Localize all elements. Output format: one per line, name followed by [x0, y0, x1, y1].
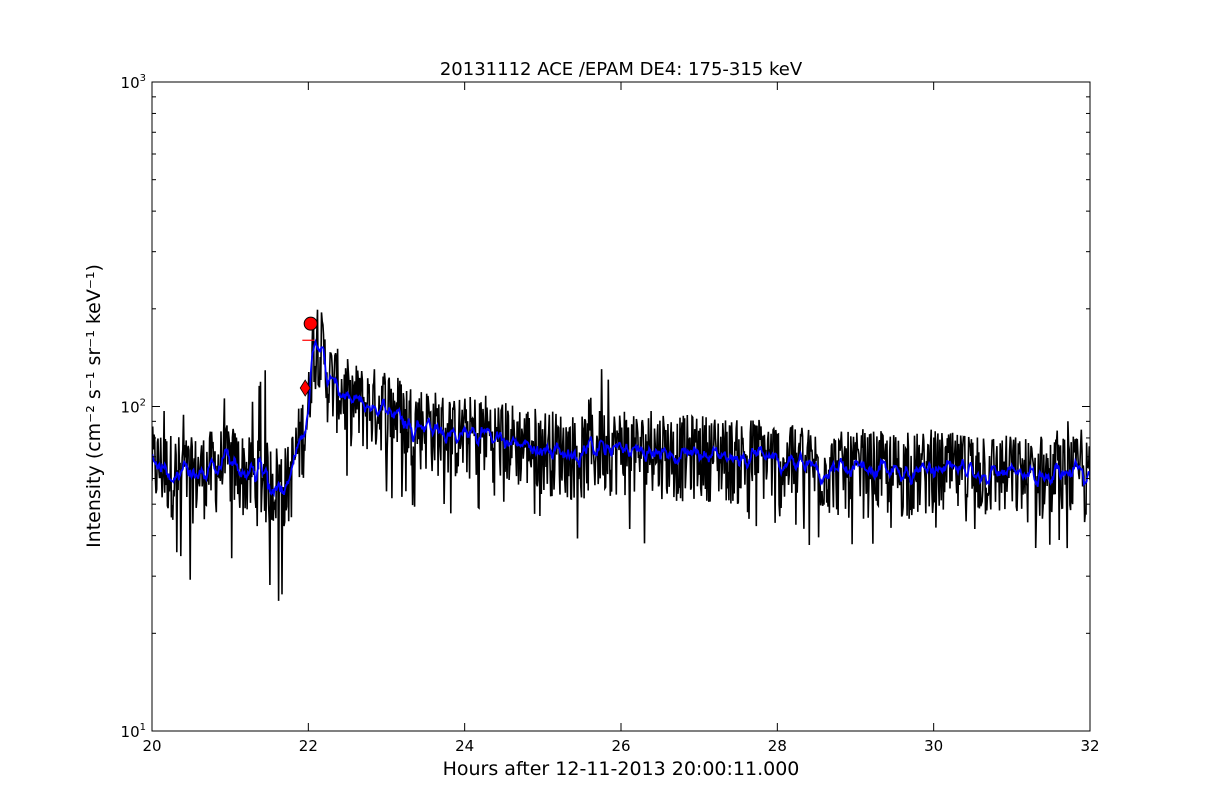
onset-diamond-marker [299, 379, 311, 397]
plot-frame [151, 81, 1091, 732]
y-tick-label: 102 [121, 398, 146, 417]
x-tick-label: 22 [299, 737, 318, 755]
x-tick-label: 32 [1080, 737, 1099, 755]
x-tick-label: 20 [142, 737, 161, 755]
x-tick-label: 28 [768, 737, 787, 755]
raw-intensity-line [152, 309, 1090, 601]
y-tick-label: 101 [121, 722, 146, 741]
chart-title: 20131112 ACE /EPAM DE4: 175-315 keV [440, 59, 803, 80]
smoothed-intensity-line [152, 338, 1090, 498]
tick-layer: 20 22 24 26 28 30 32 101 102 103 [121, 73, 1100, 755]
y-axis-label: Intensity (cm⁻² s⁻¹ sr⁻¹ keV⁻¹) [83, 264, 105, 548]
x-tick-label: 30 [924, 737, 943, 755]
onset-peak-circle-marker [303, 316, 318, 331]
x-tick-label: 24 [455, 737, 474, 755]
series-layer [152, 309, 1090, 601]
y-tick-label: 103 [121, 73, 146, 92]
x-tick-label: 26 [611, 737, 630, 755]
x-axis-label: Hours after 12-11-2013 20:00:11.000 [443, 758, 800, 780]
marker-layer [299, 316, 318, 397]
